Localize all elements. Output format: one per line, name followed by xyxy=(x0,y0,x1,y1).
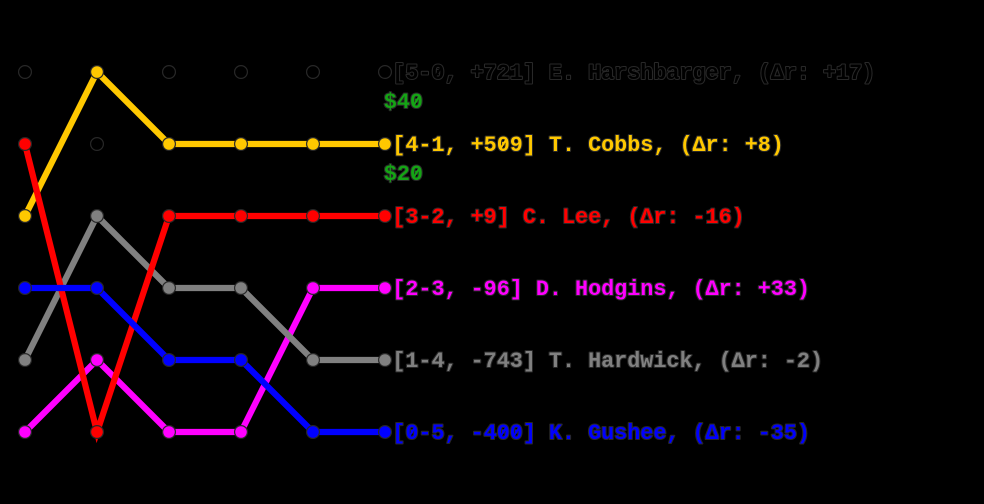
svg-text:$40: $40 xyxy=(384,90,423,115)
svg-text:[4-1, +509] T. Cobbs, (Δr: +8): [4-1, +509] T. Cobbs, (Δr: +8) xyxy=(392,133,784,158)
svg-text:[2-3, -96] D. Hodgins, (Δr: +3: [2-3, -96] D. Hodgins, (Δr: +33) xyxy=(392,277,810,302)
svg-text:[0-5, -400] K. Gushee, (Δr: -3: [0-5, -400] K. Gushee, (Δr: -35) xyxy=(392,421,810,446)
svg-text:[3-2, +9] C. Lee, (Δr: -16): [3-2, +9] C. Lee, (Δr: -16) xyxy=(392,205,744,230)
svg-text:[5-0, +721] E. Harshbarger, (Δ: [5-0, +721] E. Harshbarger, (Δr: +17) xyxy=(392,61,875,86)
svg-text:[1-4, -743] T. Hardwick, (Δr:: [1-4, -743] T. Hardwick, (Δr: -2) xyxy=(392,349,823,374)
svg-text:$20: $20 xyxy=(384,162,423,187)
